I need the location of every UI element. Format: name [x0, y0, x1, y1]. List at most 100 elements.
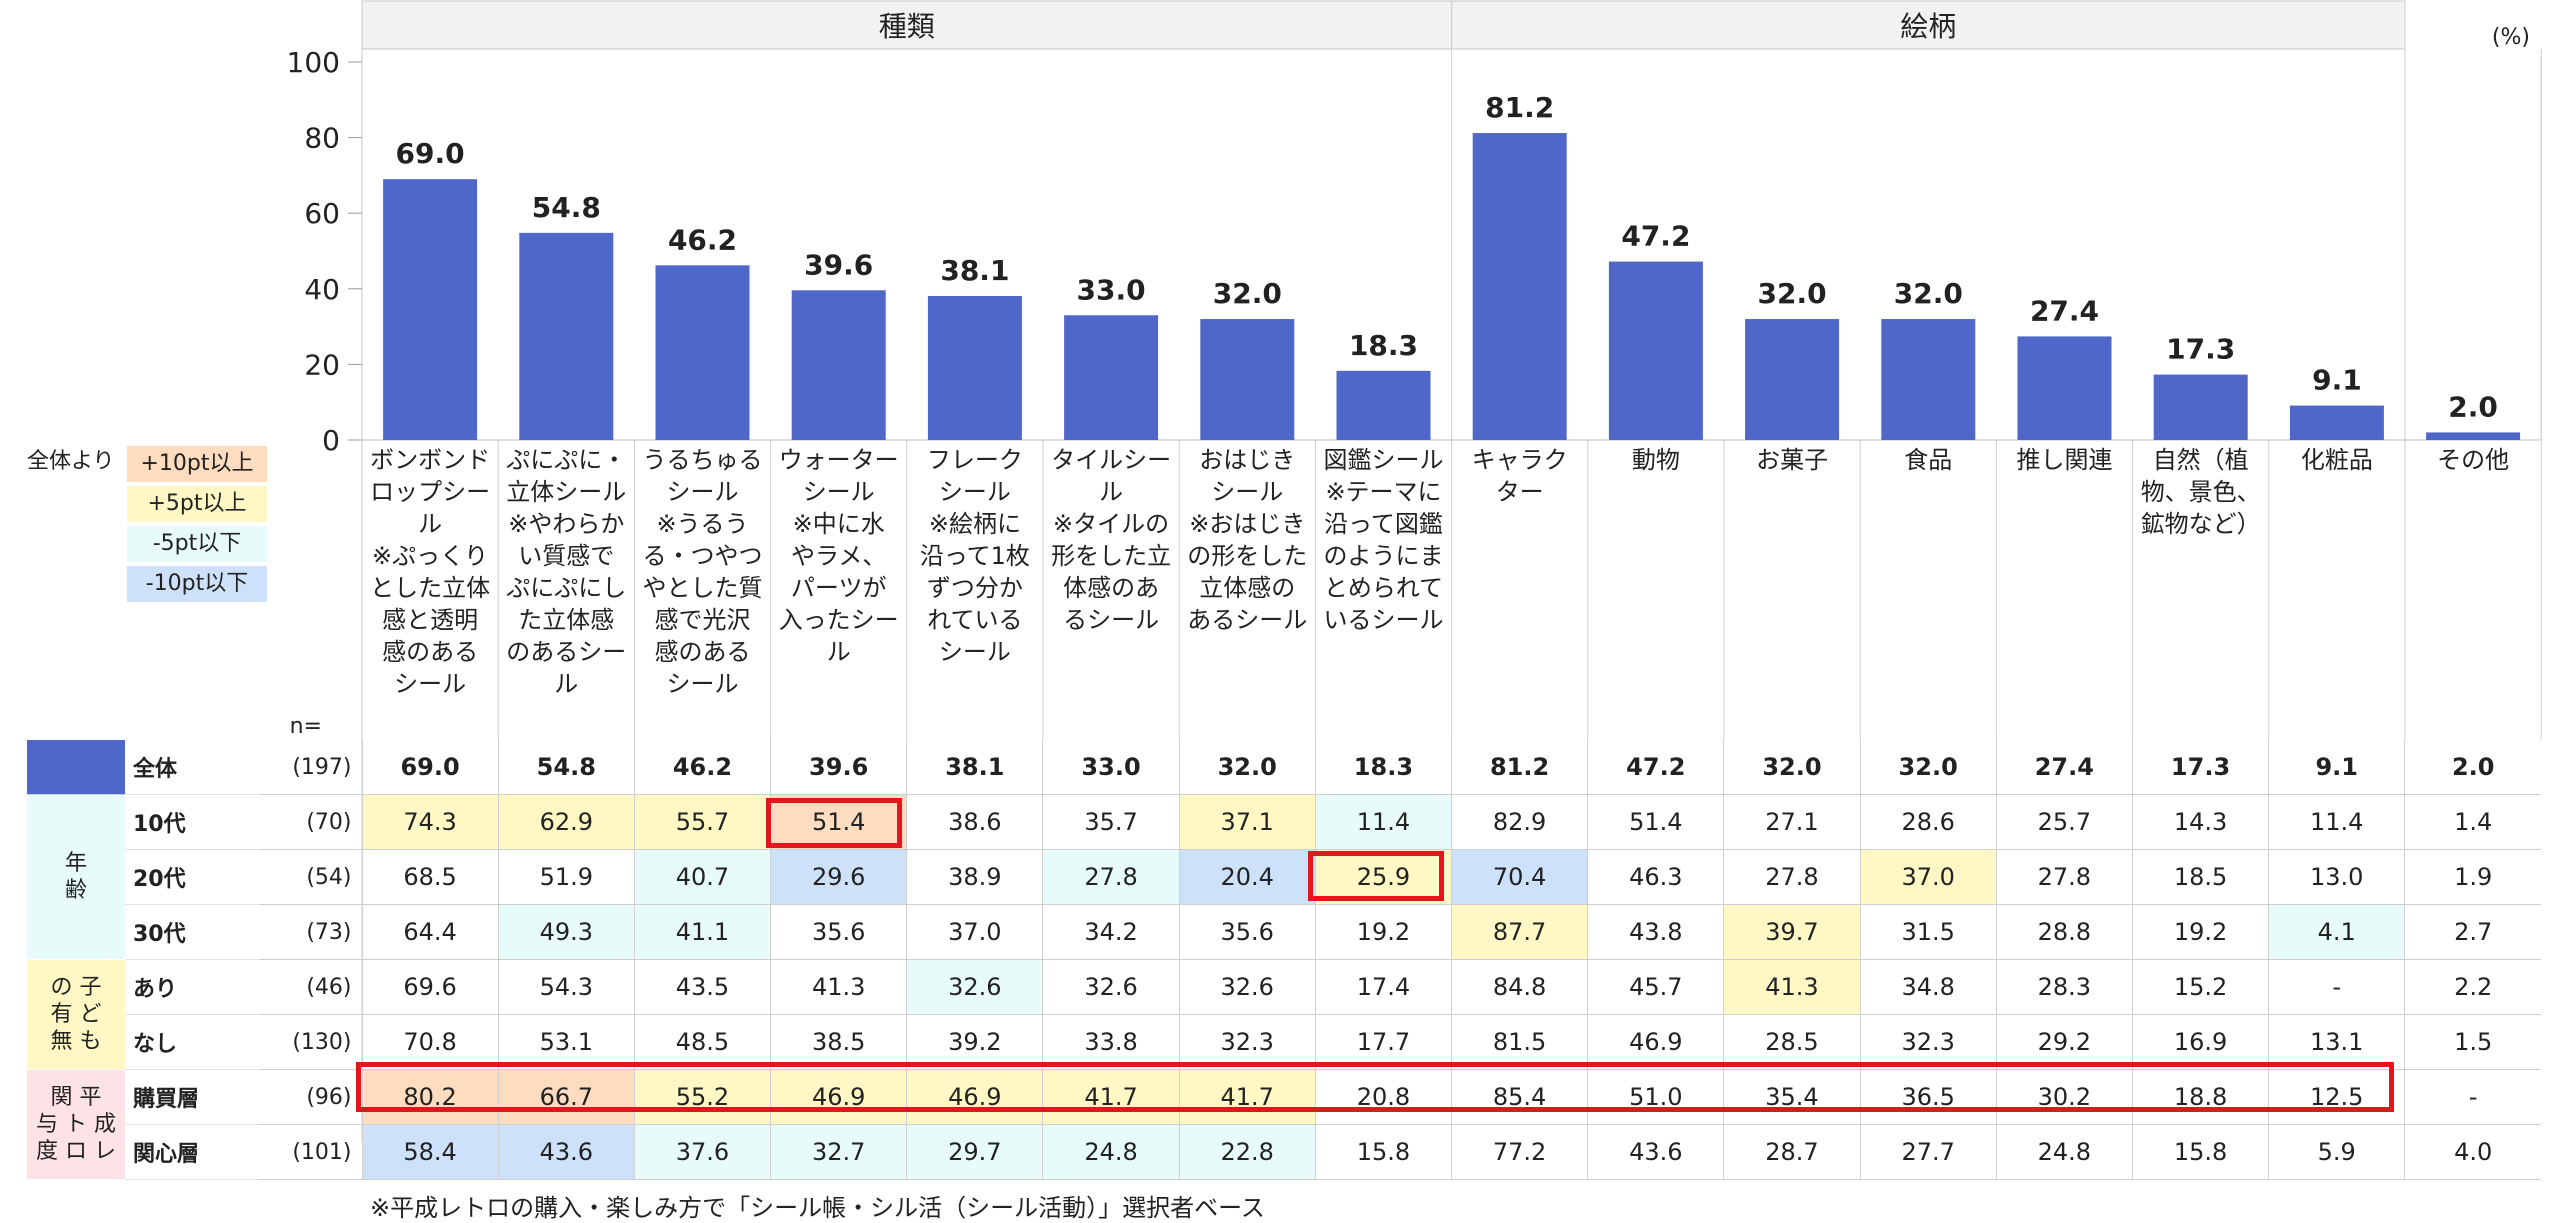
category-label: シール	[667, 478, 739, 506]
table-cell: 17.7	[1314, 1014, 1452, 1070]
table-cell: 40.7	[633, 849, 771, 905]
bar-10	[1745, 319, 1840, 440]
category-label: ※おはじき	[1189, 510, 1305, 538]
table-cell: 33.8	[1042, 1014, 1180, 1070]
table-cell: 9.1	[2268, 740, 2405, 795]
total-color-cell	[27, 740, 125, 795]
unit-label: (%)	[2492, 25, 2530, 50]
table-cell: 15.8	[1314, 1124, 1452, 1180]
table-cell: 4.0	[2404, 1124, 2542, 1180]
table-cell: 38.9	[906, 849, 1043, 905]
category-label: 感のある	[382, 638, 478, 666]
category-label: 体感のあ	[1063, 574, 1159, 602]
row-n: (101)	[260, 1124, 362, 1180]
row-group-header: 年齢	[27, 794, 125, 960]
category-label: のあるシー	[506, 638, 626, 666]
table-cell: 18.8	[2131, 1069, 2269, 1125]
bar-value-label: 46.2	[668, 223, 737, 256]
table-row: 20代 (54) 68.5 51.9 40.7 29.6 38.9 27.8 20.4 25.9 7…	[27, 849, 2542, 905]
table-cell: 15.8	[2131, 1124, 2269, 1180]
category-label: ※うるう	[656, 510, 748, 538]
row-group-header: 関 平与 ト 成度 ロ レ	[27, 1069, 125, 1180]
bar-9	[1608, 261, 1703, 440]
table-cell: 32.0	[1178, 740, 1316, 795]
table-cell: 41.7	[1178, 1069, 1316, 1125]
row-group-header: の 子有 ど無 も	[27, 959, 125, 1070]
table-cell: 64.4	[361, 904, 499, 960]
legend-plus10: +10pt以上	[127, 446, 267, 482]
table-cell: 11.4	[2268, 794, 2405, 850]
category-label: の形をした	[1187, 542, 1307, 570]
legend-minus5: -5pt以下	[127, 526, 267, 562]
category-label: ぷにぷにし	[506, 574, 626, 602]
table-cell: 55.7	[633, 794, 771, 850]
table-cell: 17.4	[1314, 959, 1452, 1015]
table-cell: 18.5	[2131, 849, 2269, 905]
bar-value-label: 32.0	[1894, 277, 1963, 310]
bar-3	[791, 290, 886, 440]
table-cell: 29.2	[1995, 1014, 2133, 1070]
table-cell: 34.8	[1859, 959, 1997, 1015]
bar-value-label: 39.6	[804, 248, 873, 281]
category-label: とした立体	[370, 574, 490, 602]
table-cell: 58.4	[361, 1124, 499, 1180]
table-cell: 28.7	[1723, 1124, 1861, 1180]
table-cell: 35.6	[770, 904, 907, 960]
category-label: ※中に水	[793, 510, 885, 538]
table-cell: -	[2404, 1069, 2542, 1125]
category-label: キャラク	[1472, 446, 1568, 474]
table-cell: 41.1	[633, 904, 771, 960]
category-label: ※タイルの	[1053, 510, 1169, 538]
table-cell: 43.8	[1587, 904, 1724, 960]
legend-title: 全体より	[27, 449, 115, 474]
table-row: 関 平与 ト 成度 ロ レ購買層 (96) 80.2 66.7 55.2 46.9 46.9…	[27, 1069, 2542, 1180]
table-cell: 16.9	[2131, 1014, 2269, 1070]
table-cell: 43.5	[633, 959, 771, 1015]
group-header-label: 絵柄	[1900, 10, 1956, 43]
table-cell: 31.5	[1859, 904, 1997, 960]
row-n: (54)	[260, 849, 362, 905]
footnote: ※平成レトロの購入・楽しみ方で「シール帳・シル活（シール活動）」選択者ベース	[370, 1194, 1265, 1222]
row-n: (197)	[260, 740, 362, 795]
table-cell: 34.2	[1042, 904, 1180, 960]
table-cell: 13.1	[2268, 1014, 2405, 1070]
table-cell: 39.6	[770, 740, 907, 795]
table-cell: 25.9	[1314, 849, 1452, 905]
category-label: 感で光沢	[655, 606, 751, 634]
table-cell: 48.5	[633, 1014, 771, 1070]
table-cell: 46.9	[906, 1069, 1043, 1125]
group-header-1	[1451, 0, 2406, 50]
category-label: シール	[939, 638, 1011, 666]
table-cell: 41.3	[1723, 959, 1861, 1015]
table-cell: 70.8	[361, 1014, 499, 1070]
y-tick-label: 20	[304, 348, 340, 381]
bar-12	[2017, 336, 2112, 440]
table-cell: 32.6	[1178, 959, 1316, 1015]
table-cell: 69.6	[361, 959, 499, 1015]
row-label: なし	[125, 1014, 260, 1070]
category-label: ル	[827, 638, 851, 666]
row-label: 20代	[125, 849, 260, 905]
table-cell: 43.6	[497, 1124, 635, 1180]
table-cell: 39.7	[1723, 904, 1861, 960]
table-cell: 20.8	[1314, 1069, 1452, 1125]
table-cell: 19.2	[2131, 904, 2269, 960]
table-cell: 1.5	[2404, 1014, 2542, 1070]
category-label: 沿って図鑑	[1324, 510, 1443, 538]
category-label: うるちゅる	[643, 446, 763, 474]
table-cell: 41.3	[770, 959, 907, 1015]
category-label: 化粧品	[2301, 446, 2373, 474]
group-header-label: 種類	[879, 10, 935, 43]
table-cell: 32.7	[770, 1124, 907, 1180]
row-label: 全体	[125, 740, 260, 795]
bar-7	[1336, 370, 1431, 440]
table-cell: 27.7	[1859, 1124, 1997, 1180]
category-label: 形をした立	[1051, 542, 1171, 570]
table-cell: -	[2268, 959, 2405, 1015]
table-cell: 32.6	[1042, 959, 1180, 1015]
table-cell: 13.0	[2268, 849, 2405, 905]
table-cell: 54.8	[497, 740, 635, 795]
bar-14	[2289, 405, 2384, 440]
table-cell: 46.9	[1587, 1014, 1724, 1070]
